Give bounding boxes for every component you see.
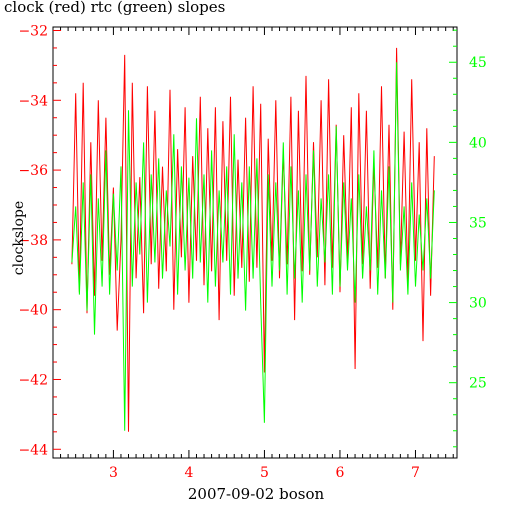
x-tick-label: 6 (335, 465, 344, 481)
series-layer (71, 47, 435, 432)
y-right-tick-label: 25 (469, 376, 487, 392)
x-tick-label: 5 (260, 465, 269, 481)
series-line-rtc (71, 62, 435, 431)
x-axis-label: 2007-09-02 boson (187, 485, 325, 503)
y-right-tick-label: 30 (469, 296, 487, 312)
y-left-tick-label: −34 (18, 93, 48, 109)
y-axis-label-container: clockslope (9, 180, 29, 300)
y-right-tick-label: 35 (469, 215, 487, 231)
y-right-tick-label: 45 (469, 55, 487, 71)
y-left-tick-label: −40 (18, 303, 48, 319)
x-tick-label: 7 (411, 465, 420, 481)
chart-title: clock (red) rtc (green) slopes (4, 0, 226, 16)
y-left-tick-label: −38 (18, 233, 48, 249)
y-left-tick-label: −36 (18, 163, 48, 179)
x-tick-label: 4 (184, 465, 193, 481)
x-tick-label: 3 (109, 465, 118, 481)
y-left-tick-label: −44 (18, 442, 48, 458)
y-left-tick-label: −42 (18, 372, 48, 388)
plot-frame (52, 26, 458, 459)
y-right-tick-label: 40 (469, 135, 487, 151)
y-axis-label: clockslope (11, 200, 27, 276)
y-left-tick-label: −32 (18, 23, 48, 39)
